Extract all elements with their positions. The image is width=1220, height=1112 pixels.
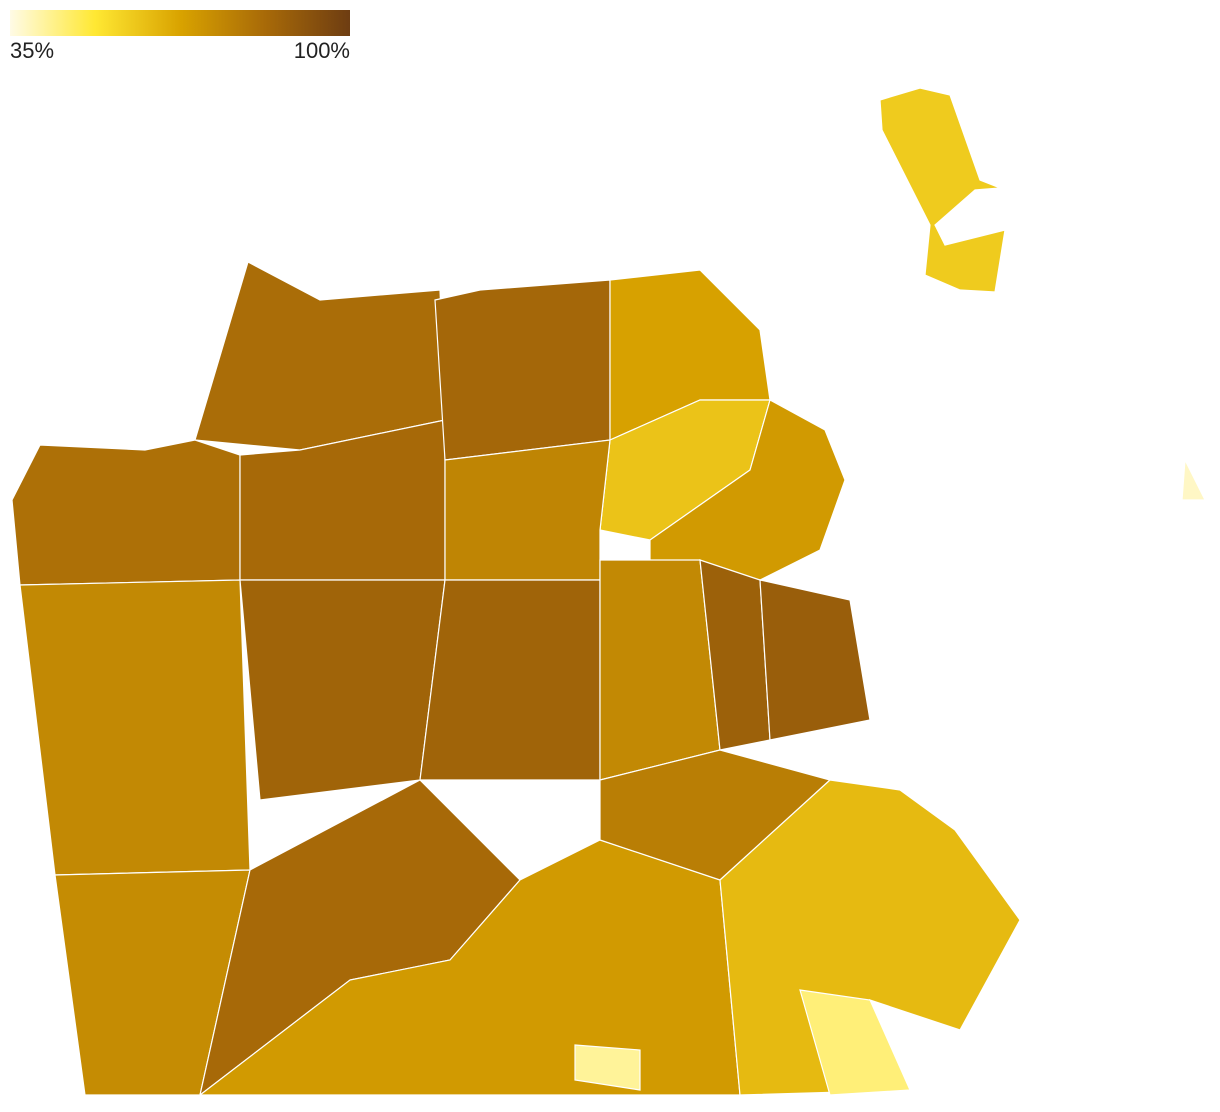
map-region (419, 579, 601, 781)
map-region (799, 989, 911, 1096)
legend-max-label: 100% (294, 38, 350, 63)
map-region (444, 439, 611, 581)
map-region (879, 87, 1006, 293)
map-region (239, 579, 446, 801)
map-region (759, 579, 871, 741)
map-region (1181, 457, 1206, 501)
legend-min-label: 35% (10, 38, 54, 63)
map-region (11, 439, 241, 586)
map-region (719, 779, 1021, 1096)
map-region (434, 279, 611, 461)
map-region (574, 1044, 641, 1091)
map-region (599, 559, 721, 781)
legend-gradient (10, 10, 350, 36)
map-region (194, 261, 446, 451)
map-region (19, 579, 251, 876)
map-regions (11, 87, 1206, 1097)
